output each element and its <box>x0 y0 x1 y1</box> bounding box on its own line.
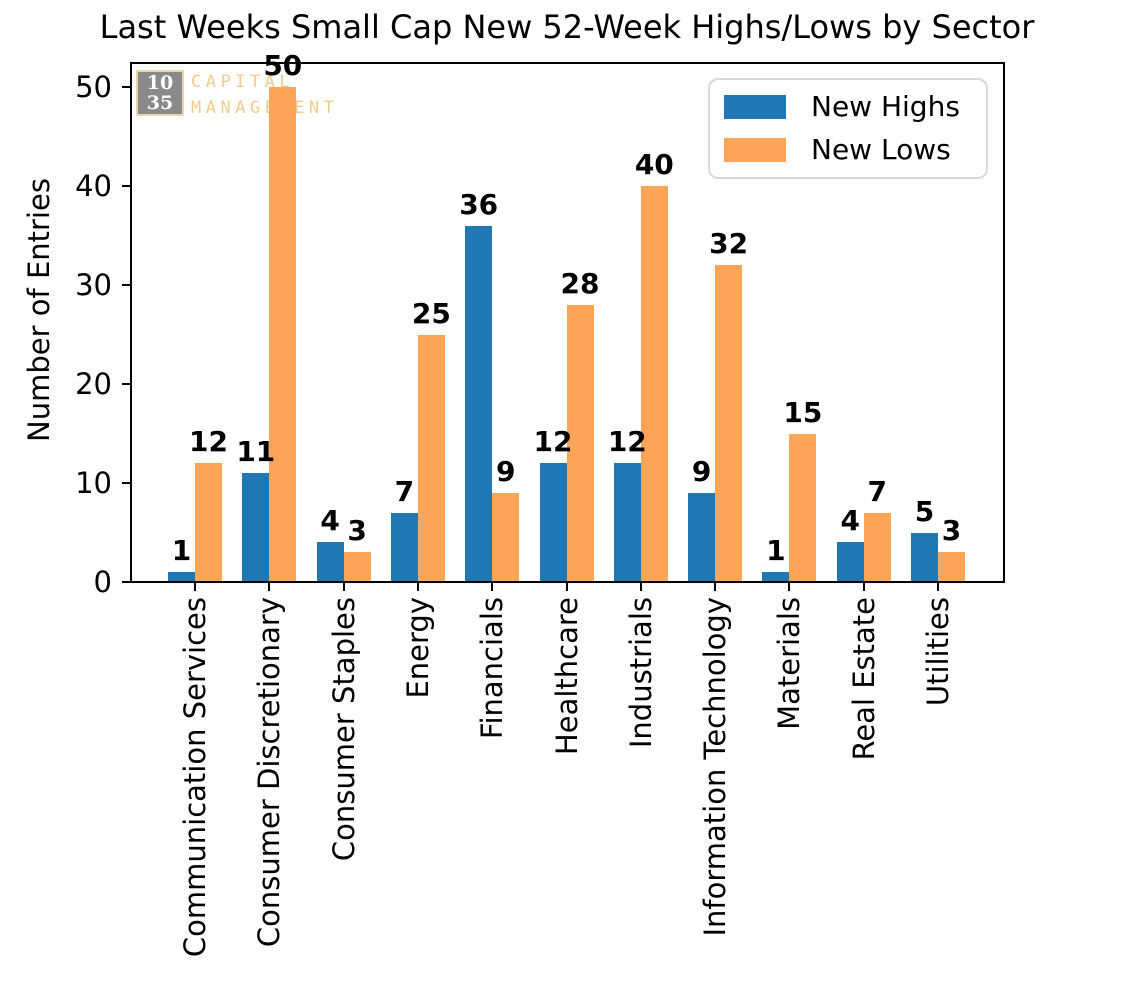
x-tick-mark-consumer-staples <box>342 583 345 591</box>
bar-new-lows-real-estate <box>863 512 891 582</box>
y-axis-label: Number of Entries <box>22 178 56 442</box>
y-tick-label-10: 10 <box>75 466 112 500</box>
bar-new-lows-materials <box>789 433 817 582</box>
bar-value-new-lows-utilities: 3 <box>941 514 962 548</box>
legend: New Highs New Lows <box>708 78 988 179</box>
x-tick-mark-healthcare <box>565 583 568 591</box>
bar-value-new-lows-industrials: 40 <box>634 148 674 181</box>
bar-new-lows-communication-services <box>195 463 222 582</box>
bar-new-lows-industrials <box>640 186 668 582</box>
x-tick-label-consumer-discretionary: Consumer Discretionary <box>252 597 287 948</box>
x-tick-mark-industrials <box>639 583 642 591</box>
bar-new-lows-healthcare <box>566 304 594 582</box>
bar-value-new-lows-communication-services: 12 <box>189 425 228 459</box>
bar-value-new-highs-healthcare: 12 <box>533 425 573 459</box>
x-tick-mark-materials <box>788 583 791 591</box>
bar-value-new-highs-information-technology: 9 <box>691 454 712 488</box>
chart-title: Last Weeks Small Cap New 52-Week Highs/L… <box>99 8 1035 46</box>
y-tick-label-50: 50 <box>75 70 112 104</box>
y-tick-mark-40 <box>122 185 130 187</box>
bar-new-lows-utilities <box>938 552 965 582</box>
x-tick-mark-information-technology <box>714 583 717 591</box>
y-tick-label-0: 0 <box>93 565 112 599</box>
watermark-1035-badge: 10 35 <box>136 70 184 116</box>
y-tick-mark-0 <box>122 581 130 583</box>
x-tick-label-industrials: Industrials <box>623 597 658 749</box>
watermark-text-line2: MANAGEMENT <box>191 98 339 118</box>
bar-new-lows-consumer-discretionary <box>269 87 297 582</box>
bar-new-lows-energy <box>417 334 445 582</box>
bar-new-highs-industrials <box>613 463 641 582</box>
bar-new-highs-financials <box>465 225 493 582</box>
x-tick-label-healthcare: Healthcare <box>549 597 584 756</box>
watermark-text: CAPITAL MANAGEMENT <box>191 69 338 121</box>
bar-value-new-lows-consumer-discretionary: 50 <box>263 49 303 82</box>
x-tick-mark-consumer-discretionary <box>268 583 271 591</box>
bar-new-highs-real-estate <box>836 542 864 582</box>
bar-value-new-highs-materials: 1 <box>766 534 786 568</box>
bar-new-highs-consumer-discretionary <box>242 473 270 582</box>
bar-value-new-lows-materials: 15 <box>783 395 823 429</box>
x-tick-label-utilities: Utilities <box>921 597 955 707</box>
bar-new-lows-consumer-staples <box>343 552 371 582</box>
bar-value-new-lows-energy: 25 <box>411 296 451 330</box>
watermark-text-line1: CAPITAL <box>191 72 295 92</box>
bar-value-new-lows-real-estate: 7 <box>867 474 887 508</box>
y-tick-label-20: 20 <box>75 367 112 401</box>
bar-value-new-highs-communication-services: 1 <box>171 534 192 568</box>
legend-row-new-highs: New Highs <box>724 90 972 124</box>
x-tick-label-consumer-staples: Consumer Staples <box>326 597 361 862</box>
bar-new-highs-communication-services <box>168 572 195 582</box>
bar-new-lows-financials <box>492 492 520 582</box>
x-tick-mark-utilities <box>937 583 939 591</box>
bar-new-highs-information-technology <box>688 492 716 582</box>
y-tick-label-30: 30 <box>75 268 112 302</box>
y-tick-mark-20 <box>122 383 130 385</box>
x-tick-label-real-estate: Real Estate <box>846 597 881 761</box>
bar-new-highs-materials <box>762 572 790 582</box>
watermark-badge-line1: 10 <box>146 72 174 94</box>
bar-new-highs-energy <box>390 512 418 582</box>
x-tick-mark-energy <box>416 583 419 591</box>
y-tick-mark-50 <box>122 86 130 88</box>
bar-new-highs-utilities <box>911 532 938 582</box>
x-tick-label-information-technology: Information Technology <box>698 597 733 937</box>
x-tick-mark-communication-services <box>194 583 196 591</box>
bar-new-highs-healthcare <box>539 463 567 582</box>
bar-new-highs-consumer-staples <box>316 542 344 582</box>
x-tick-label-communication-services: Communication Services <box>178 597 212 958</box>
y-tick-label-40: 40 <box>75 169 112 203</box>
bar-value-new-highs-consumer-staples: 4 <box>320 504 340 538</box>
y-tick-mark-30 <box>122 284 130 286</box>
watermark-badge-line2: 35 <box>146 92 174 114</box>
y-tick-mark-10 <box>122 482 130 484</box>
bar-value-new-lows-financials: 9 <box>495 454 516 488</box>
bar-new-lows-information-technology <box>715 265 743 582</box>
bar-value-new-lows-consumer-staples: 3 <box>347 514 367 548</box>
legend-label-new-highs: New Highs <box>811 90 960 123</box>
bar-value-new-highs-real-estate: 4 <box>840 504 860 538</box>
x-tick-label-financials: Financials <box>475 597 510 740</box>
bar-value-new-highs-industrials: 12 <box>607 425 647 459</box>
x-tick-mark-real-estate <box>862 583 865 591</box>
bar-value-new-highs-energy: 7 <box>394 474 415 508</box>
bar-value-new-lows-healthcare: 28 <box>560 266 600 300</box>
legend-label-new-lows: New Lows <box>811 133 951 166</box>
legend-row-new-lows: New Lows <box>724 133 972 167</box>
x-tick-label-materials: Materials <box>772 597 807 730</box>
x-tick-label-energy: Energy <box>400 597 435 699</box>
legend-swatch-new-highs <box>724 95 786 119</box>
legend-swatch-new-lows <box>724 138 786 162</box>
bar-value-new-highs-utilities: 5 <box>914 494 935 528</box>
x-tick-mark-financials <box>491 583 494 591</box>
bar-value-new-lows-information-technology: 32 <box>709 227 749 261</box>
bar-value-new-highs-financials: 36 <box>459 187 499 221</box>
bar-value-new-highs-consumer-discretionary: 11 <box>236 435 276 469</box>
